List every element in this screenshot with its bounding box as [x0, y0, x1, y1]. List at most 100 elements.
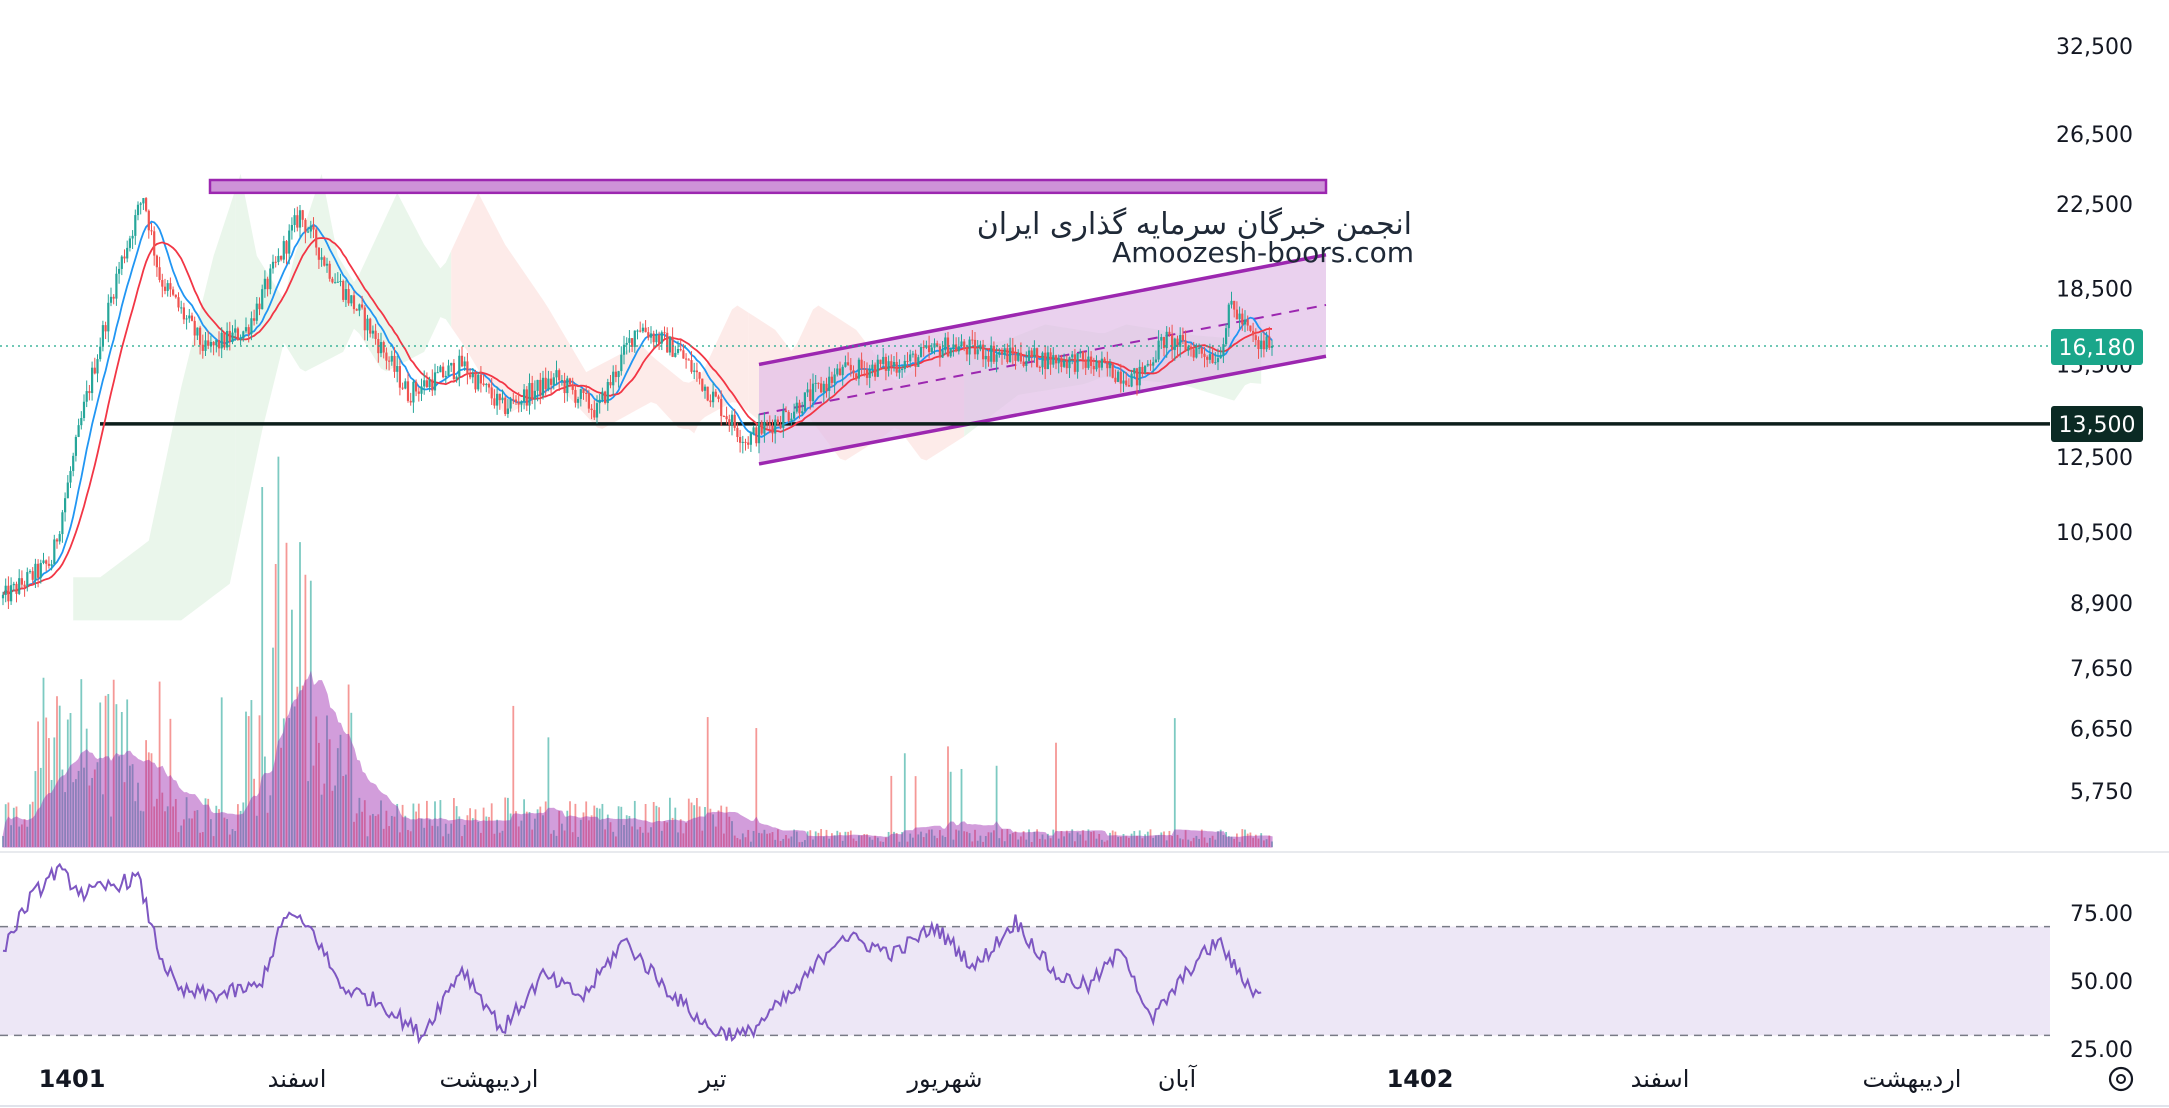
- support-price-badge: [2051, 406, 2143, 442]
- volume-bar: [995, 765, 998, 847]
- channel-lower-line[interactable]: [758, 354, 1327, 466]
- volume-bar: [612, 831, 615, 847]
- price-axis[interactable]: 32,50026,50022,50018,50015,50012,50010,5…: [2056, 35, 2133, 805]
- candle-body: [990, 345, 993, 362]
- price-tick-label: 32,500: [2056, 35, 2133, 60]
- candle-body: [706, 386, 709, 401]
- volume-bar: [372, 813, 374, 847]
- candle-body: [242, 331, 245, 339]
- candle-body: [1144, 365, 1147, 373]
- candle-body: [855, 373, 858, 379]
- volume-bar: [855, 841, 858, 847]
- candle-body: [188, 315, 191, 319]
- candle-body: [1049, 352, 1052, 365]
- candle-body: [501, 397, 504, 401]
- volume-bar: [555, 835, 558, 847]
- volume-bar: [833, 835, 836, 847]
- candle-body: [679, 349, 682, 351]
- candle-body: [18, 578, 21, 594]
- candle-body: [685, 358, 688, 360]
- volume-bar: [928, 829, 930, 847]
- candle-body: [463, 361, 466, 367]
- volume-bar: [1160, 832, 1163, 847]
- volume-bar: [142, 811, 145, 847]
- volume-bar: [1146, 831, 1149, 847]
- price-tick-label: 22,500: [2056, 193, 2133, 218]
- candle-body: [747, 442, 750, 445]
- resistance-zone[interactable]: [208, 178, 1328, 195]
- volume-bar: [739, 839, 741, 847]
- candle-body: [884, 356, 887, 371]
- candle-body: [244, 327, 248, 332]
- volume-bar: [682, 833, 685, 847]
- volume-bar: [825, 829, 828, 847]
- candle-body: [968, 339, 971, 355]
- candle-body: [860, 359, 863, 369]
- candle-body: [1041, 352, 1044, 368]
- volume-bar: [771, 832, 774, 847]
- candle-body: [498, 393, 501, 401]
- candle-body: [641, 327, 644, 332]
- volume-bar: [844, 831, 847, 847]
- candle-body: [752, 427, 755, 434]
- candle-body: [1025, 361, 1028, 366]
- candle-body: [1149, 363, 1152, 366]
- candle-body: [290, 224, 293, 231]
- candle-body: [296, 215, 299, 228]
- volume-bar: [542, 815, 544, 847]
- candle-body: [1127, 385, 1130, 387]
- candle-body: [7, 585, 10, 602]
- candle-body: [155, 255, 158, 268]
- volume-bar: [1254, 834, 1257, 847]
- time-axis[interactable]: 1401 اسفند اردیبهشت تیر شهریور آبان 1402 اسفند ا…: [39, 1064, 1962, 1093]
- candle-body: [161, 280, 164, 287]
- candle-body: [396, 366, 399, 372]
- candle-body: [1000, 351, 1004, 355]
- volume-bar: [193, 810, 196, 847]
- volume-bar: [399, 832, 401, 847]
- candle-body: [906, 360, 909, 362]
- candle-body: [66, 482, 69, 499]
- volume-bar: [237, 804, 239, 847]
- volume-bar: [172, 806, 174, 847]
- candle-body: [80, 418, 83, 426]
- candle-body: [960, 341, 963, 347]
- volume-bar: [66, 719, 69, 847]
- candle-body: [1181, 335, 1184, 341]
- volume-bar: [331, 790, 334, 847]
- volume-bar: [39, 767, 42, 847]
- watermark: انجمن خبرگان سرمایه گذاری ایران Amoozesh…: [977, 207, 1414, 269]
- candle-body: [128, 238, 131, 248]
- candle-body: [53, 539, 56, 565]
- candle-body: [166, 283, 169, 291]
- candle-body: [1019, 352, 1022, 362]
- rsi-axis[interactable]: 75.00 50.00 25.00: [2070, 902, 2133, 1063]
- candle-body: [58, 534, 61, 542]
- candle-body: [687, 359, 690, 361]
- settings-icon[interactable]: [2108, 1066, 2134, 1092]
- price-tick-label: 26,500: [2056, 123, 2133, 148]
- volume-bar: [536, 809, 539, 847]
- candle-body: [101, 325, 104, 347]
- candle-body: [328, 263, 331, 279]
- volume-bar: [1233, 838, 1236, 847]
- volume-bar: [701, 830, 704, 847]
- resistance-zone-rect[interactable]: [208, 178, 1328, 195]
- candle-body: [1203, 353, 1206, 357]
- candle-body: [1009, 347, 1012, 362]
- candle-body: [976, 349, 979, 355]
- volume-bar: [515, 811, 517, 847]
- volume-bar: [625, 815, 628, 847]
- volume-bar: [1163, 831, 1165, 847]
- volume-bar: [191, 818, 193, 847]
- candle-body: [366, 318, 369, 331]
- volume-bar: [1130, 833, 1133, 847]
- volume-bar: [561, 823, 563, 847]
- candle-body: [574, 389, 577, 403]
- volume-bar: [501, 830, 504, 847]
- volume-bar: [434, 801, 436, 847]
- volume-bar: [920, 831, 922, 847]
- volume-bar: [752, 830, 755, 847]
- candle-body: [952, 344, 955, 349]
